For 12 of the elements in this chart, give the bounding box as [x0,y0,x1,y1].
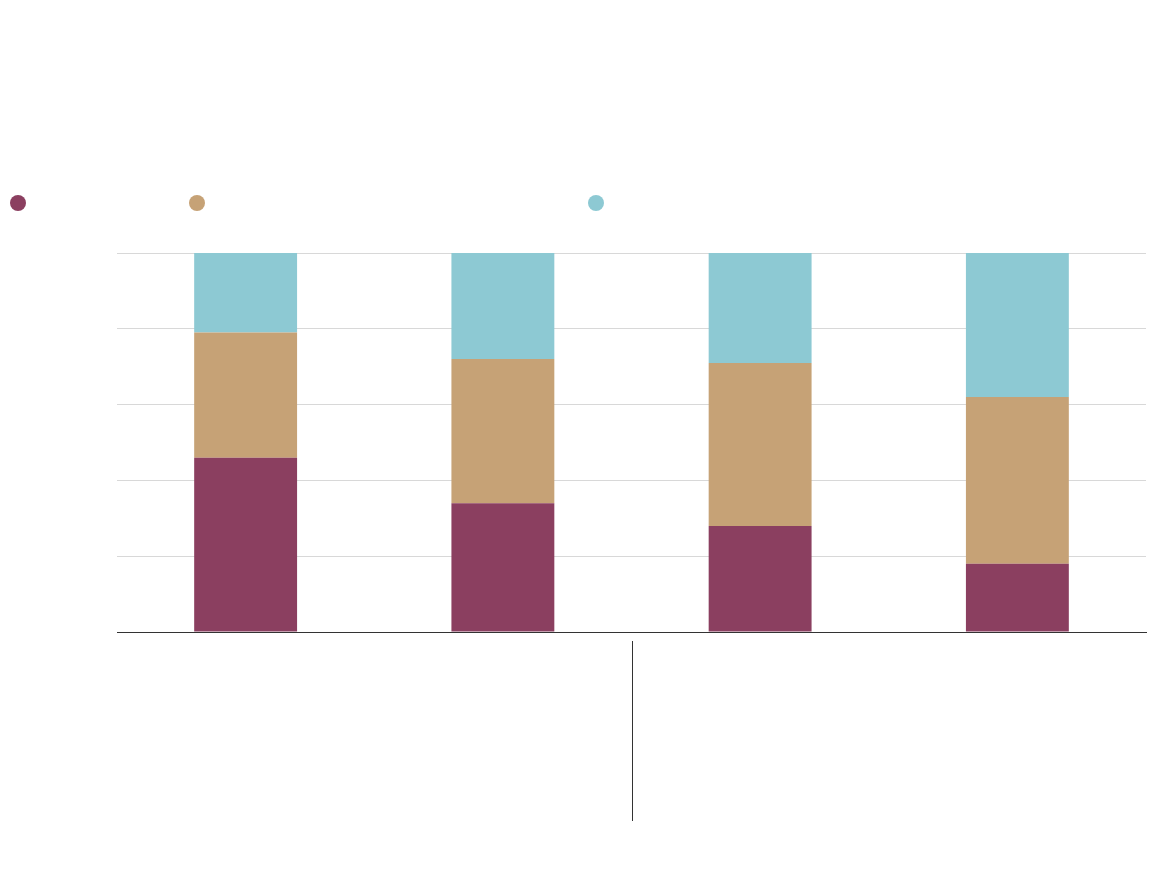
bar [451,253,555,360]
bar [194,457,298,632]
bar [194,253,298,333]
bar [451,359,555,504]
bar [708,253,812,363]
bar [965,253,1069,398]
bar [965,563,1069,632]
bar [194,332,298,458]
bar [965,397,1069,564]
bar [708,362,812,526]
bar [451,503,555,632]
bar [708,525,812,632]
